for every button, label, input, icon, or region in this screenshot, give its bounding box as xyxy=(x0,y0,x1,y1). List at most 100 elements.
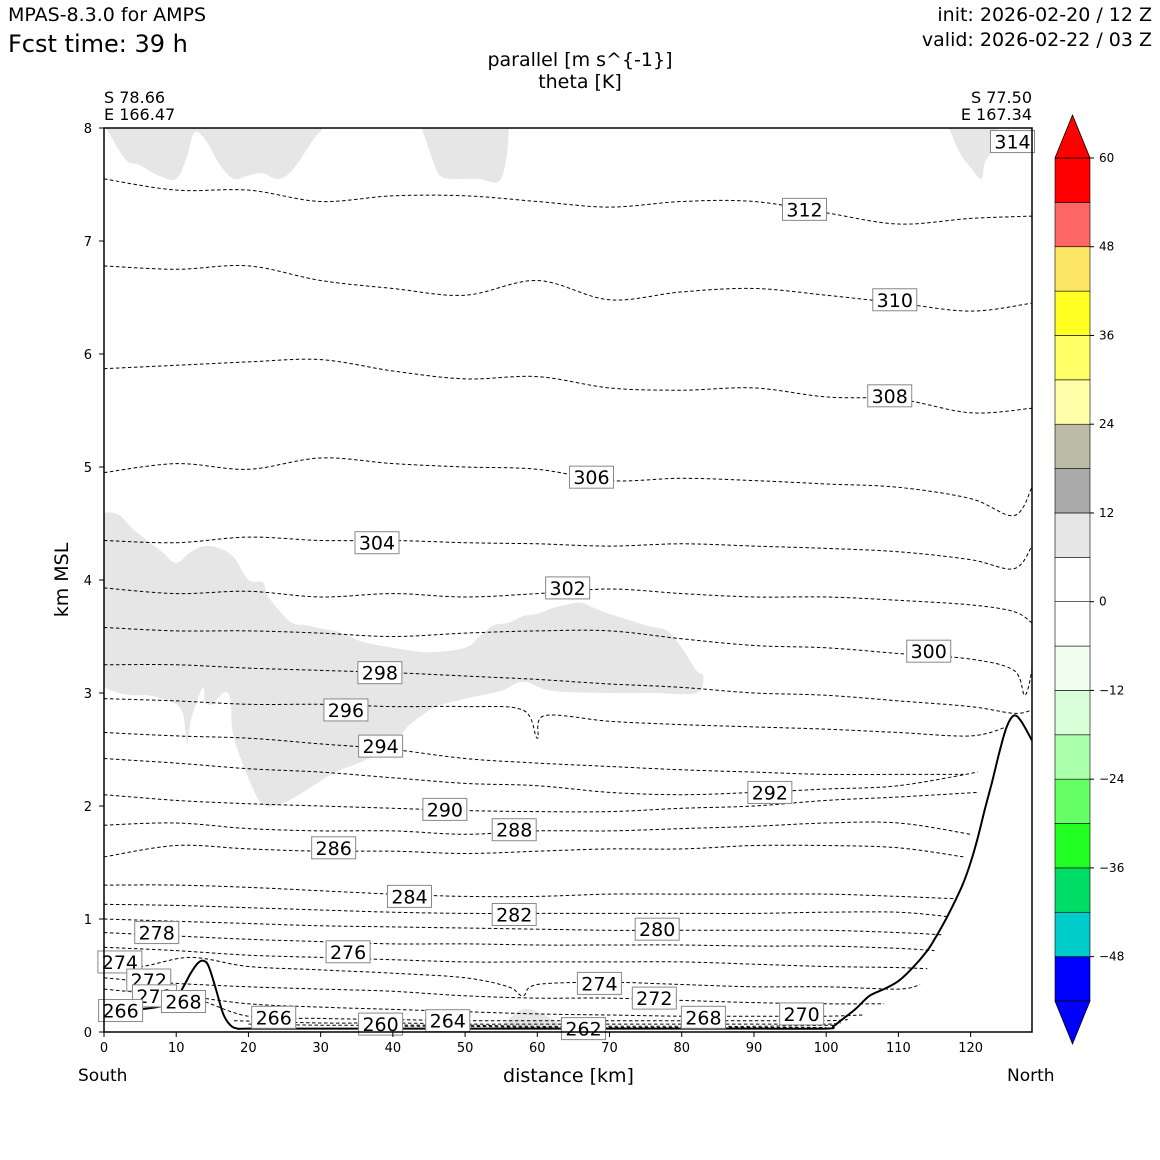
terrain-layer xyxy=(104,714,1032,1030)
contour-label: 280 xyxy=(634,917,680,941)
contour-label-box xyxy=(160,989,206,1013)
right-endpoint-lat: S 77.50 xyxy=(970,88,1032,107)
terrain-line xyxy=(104,714,1032,1030)
theta-contour-306 xyxy=(104,457,1032,517)
contour-label: 282 xyxy=(491,902,537,926)
contour-label-text: 300 xyxy=(911,641,947,663)
x-tick-label: 50 xyxy=(457,1041,474,1056)
contour-label: 308 xyxy=(867,384,913,408)
contour-label-text: 286 xyxy=(316,838,352,860)
direction-north-label: North xyxy=(1007,1066,1055,1086)
colorbar: 60 48 36 24 12 0 −12 −24 −36 −48 xyxy=(1054,113,1124,1046)
contour-label-text: 284 xyxy=(391,886,427,908)
theta-contour-302 xyxy=(104,587,1032,624)
contour-label-box xyxy=(251,1005,297,1029)
y-tick-label: 0 xyxy=(84,1026,92,1041)
colorbar-segment xyxy=(1054,335,1091,381)
contour-label-box xyxy=(422,797,468,821)
forecast-time: Fcst time: 39 h xyxy=(8,30,188,58)
colorbar-tick-label: 48 xyxy=(1099,240,1114,254)
x-tick-label: 0 xyxy=(100,1041,108,1056)
colorbar-segment xyxy=(1054,290,1091,336)
contour-label-box xyxy=(634,917,680,941)
y-tick-label: 2 xyxy=(84,800,92,815)
colorbar-under-triangle xyxy=(1054,1000,1091,1046)
colorbar-segment xyxy=(1054,601,1091,647)
contour-label-text: 276 xyxy=(330,942,366,964)
x-tick-label: 40 xyxy=(385,1041,402,1056)
theta-contour-264 xyxy=(248,1023,834,1027)
theta-contour-268 xyxy=(140,996,848,1022)
contour-label: 286 xyxy=(311,836,357,860)
contour-label-layer: 314 312 310 308 306 304 302 300 298 296 294 292 290 2… xyxy=(97,130,1036,1041)
contour-label: 260 xyxy=(358,1012,404,1036)
colorbar-tick-label: 36 xyxy=(1099,328,1114,342)
contour-label: 268 xyxy=(680,1005,726,1029)
contour-label: 262 xyxy=(561,1017,607,1041)
contour-label-box xyxy=(97,950,143,974)
contour-label-text: 280 xyxy=(639,919,675,941)
theta-contour-300 xyxy=(104,627,1032,696)
contour-label-box xyxy=(134,921,180,945)
colorbar-segment xyxy=(1054,911,1091,957)
direction-south-label: South xyxy=(78,1066,128,1086)
theta-contour-290 xyxy=(104,791,978,813)
contour-label: 266 xyxy=(98,999,144,1023)
shade-region-upper-right xyxy=(948,128,1000,179)
contour-label-box xyxy=(631,986,677,1010)
contour-label-box xyxy=(311,836,357,860)
contour-label-box xyxy=(354,531,400,555)
contour-label: 284 xyxy=(386,884,432,908)
contour-label-text: 308 xyxy=(872,386,908,408)
x-tick-label: 70 xyxy=(601,1041,618,1056)
contour-label: 268 xyxy=(160,989,206,1013)
contour-label-text: 274 xyxy=(102,952,138,974)
x-tick-label: 100 xyxy=(814,1041,839,1056)
contour-label-box xyxy=(779,1002,825,1026)
contour-label-text: 302 xyxy=(550,578,586,600)
contour-label-text: 306 xyxy=(573,467,609,489)
contour-label: 264 xyxy=(425,1009,471,1033)
contour-label-text: 312 xyxy=(786,199,822,221)
colorbar-tick-label: 12 xyxy=(1099,506,1114,520)
contour-label-box xyxy=(545,576,591,600)
x-tick-label: 30 xyxy=(312,1041,329,1056)
x-tick-label: 10 xyxy=(168,1041,185,1056)
contour-label-box xyxy=(98,999,144,1023)
colorbar-segment xyxy=(1054,246,1091,292)
contour-label: 306 xyxy=(568,465,614,489)
colorbar-segment xyxy=(1054,956,1091,1002)
colorbar-tick-label: −36 xyxy=(1099,861,1124,875)
left-endpoint-lat: S 78.66 xyxy=(104,88,166,107)
valid-time: valid: 2026-02-22 / 03 Z xyxy=(921,29,1152,51)
contour-label-text: 266 xyxy=(256,1007,292,1029)
theta-contour-276 xyxy=(104,946,928,970)
shade-region-upper-left xyxy=(106,128,322,181)
contour-label: 300 xyxy=(906,639,952,663)
x-tick-label: 20 xyxy=(240,1041,257,1056)
y-tick-label: 1 xyxy=(84,913,92,928)
left-endpoint-lon: E 166.47 xyxy=(104,105,176,124)
contour-label-text: 264 xyxy=(430,1011,466,1033)
contour-label-text: 282 xyxy=(496,904,532,926)
x-tick-label: 110 xyxy=(886,1041,911,1056)
contour-label: 312 xyxy=(782,197,828,221)
contour-label-box xyxy=(491,818,537,842)
theta-contour-layer xyxy=(104,178,1032,1029)
y-tick-label: 7 xyxy=(84,235,92,250)
shade-region-mid-left-band xyxy=(104,512,704,807)
contour-label: 314 xyxy=(990,130,1036,154)
contour-label-box xyxy=(782,197,828,221)
colorbar-segment xyxy=(1054,867,1091,913)
colorbar-segment xyxy=(1054,379,1091,425)
init-time: init: 2026-02-20 / 12 Z xyxy=(937,4,1152,26)
x-tick-label: 60 xyxy=(529,1041,546,1056)
contour-label-text: 266 xyxy=(102,1001,138,1023)
shade-region-surface-blob xyxy=(501,1008,560,1028)
contour-label-text: 288 xyxy=(496,820,532,842)
colorbar-tick-label: −48 xyxy=(1099,950,1124,964)
contour-label-text: 296 xyxy=(328,700,364,722)
y-tick-label: 8 xyxy=(84,122,92,137)
contour-label-box xyxy=(990,130,1036,154)
contour-label-box xyxy=(358,734,404,758)
